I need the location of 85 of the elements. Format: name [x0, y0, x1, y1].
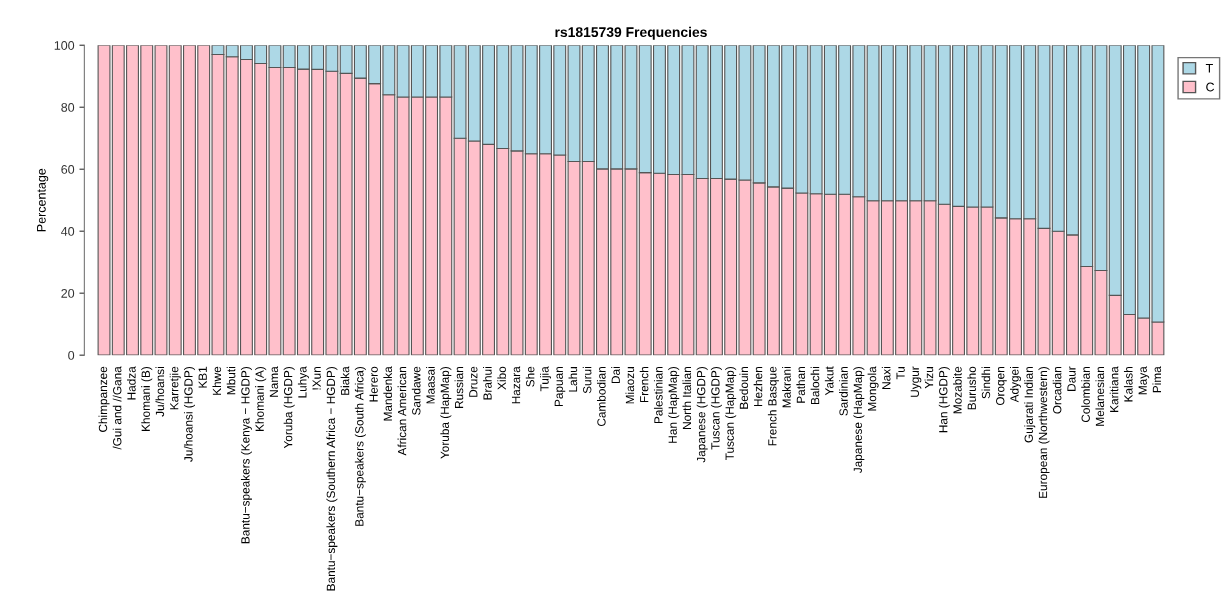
- x-tick-label: Mongola: [867, 366, 879, 411]
- x-tick-label: Tujia: [540, 366, 552, 392]
- x-tick-label: Druze: [469, 366, 478, 397]
- x-tick-label: Surui: [582, 367, 592, 394]
- x-tick-label: /Gui and //Gana: [112, 366, 122, 450]
- x-tick-label: Chimpanzee: [98, 366, 110, 432]
- x-tick-label: Mozabite: [953, 366, 962, 414]
- x-tick-label: French Basque: [767, 366, 779, 446]
- x-tick-label: Nama: [269, 366, 279, 397]
- x-tick-label: Papuan: [554, 367, 566, 407]
- y-tick-label: 40: [61, 226, 75, 236]
- x-tick-label: Brahui: [483, 367, 492, 400]
- x-tick-label: Karretjie: [169, 366, 181, 410]
- x-tick-label: Tu: [896, 367, 905, 380]
- x-tick-label: Daur: [1067, 366, 1076, 391]
- x-tick-label: Makrani: [782, 367, 791, 408]
- y-tick-label: 80: [61, 103, 75, 112]
- x-tick-label: Xibo: [497, 366, 506, 390]
- x-tick-label: Hezhen: [753, 367, 763, 406]
- x-tick-label: Pima: [1152, 366, 1162, 393]
- x-tick-label: She: [525, 366, 535, 387]
- x-tick-label: Cambodian: [596, 367, 606, 427]
- x-tick-label: European (Northwestern): [1038, 367, 1050, 498]
- x-tick-label: Sindhi: [981, 367, 991, 399]
- x-tick-label: Yoruba (HGDP): [283, 367, 295, 449]
- x-tick-label: Balochi: [810, 367, 820, 405]
- x-tick-label: Sandawe: [411, 366, 421, 415]
- x-tick-label: Karitiana: [1109, 366, 1119, 412]
- x-tick-label: Miaozu: [625, 367, 635, 404]
- x-tick-label: Orcadian: [1052, 367, 1062, 414]
- x-tick-label: Burusho: [967, 366, 976, 410]
- x-tick-label: Ju/hoansi (HGDP): [183, 367, 195, 462]
- x-tick-label: Bantu−speakers (South Africa): [354, 367, 366, 526]
- x-tick-label: Hazara: [511, 366, 521, 404]
- x-tick-label: Mandenka: [383, 366, 393, 421]
- x-tick-label: North Italian: [682, 367, 692, 429]
- x-tick-label: Luhya: [297, 366, 309, 398]
- x-tick-label: Yoruba (HapMap): [440, 367, 452, 459]
- x-tick-label: Gujarati Indian: [1024, 367, 1036, 443]
- x-tick-label: Bantu−speakers (Southern Africa − HGDP): [326, 367, 338, 591]
- x-tick-label: Maasai: [426, 367, 435, 404]
- x-tick-label: Khomani (A): [255, 367, 267, 431]
- y-tick-label: 60: [61, 165, 75, 174]
- y-tick-label: 20: [61, 288, 75, 298]
- y-tick-label: 100: [54, 41, 75, 50]
- x-tick-label: Japanese (HapMap): [853, 367, 865, 474]
- legend-label: T: [1205, 63, 1213, 73]
- x-tick-label: Khomani (B): [141, 367, 153, 431]
- x-tick-label: Tuscan (HGDP): [710, 367, 722, 450]
- x-tick-label: Colombian: [1081, 367, 1090, 423]
- x-tick-label: Hadza: [127, 366, 136, 400]
- x-tick-label: !Xun: [312, 367, 321, 390]
- x-tick-label: Sardinian: [839, 367, 848, 416]
- y-tick-label: 0: [68, 350, 75, 360]
- x-tick-label: Yakut: [824, 366, 834, 396]
- x-tick-label: Kalash: [1123, 367, 1133, 402]
- x-tick-label: Han (HGDP): [938, 367, 950, 433]
- legend-label: C: [1206, 82, 1215, 92]
- x-tick-label: Ju/hoansi: [155, 367, 165, 417]
- x-tick-label: Maya: [1138, 366, 1150, 395]
- x-tick-label: Russian: [454, 367, 464, 408]
- x-tick-label: KB1: [198, 366, 207, 388]
- x-tick-label: Bedouin: [739, 367, 749, 409]
- y-axis-title: Percentage: [37, 168, 49, 232]
- x-tick-label: Bantu−speakers (Kenya − HGDP): [240, 367, 252, 544]
- x-tick-label: Naxi: [881, 367, 891, 389]
- x-tick-label: Lahu: [568, 367, 578, 392]
- x-tick-label: African American: [397, 367, 407, 456]
- x-tick-label: Tuscan (HapMap): [725, 367, 737, 461]
- x-tick-label: Pathan: [796, 367, 806, 403]
- x-tick-label: French: [639, 367, 649, 403]
- chart-title: rs1815739 Frequencies: [555, 26, 707, 40]
- x-tick-label: Khwe: [212, 366, 222, 395]
- x-tick-label: Palestinian: [653, 367, 663, 424]
- x-tick-label: Dai: [611, 367, 620, 384]
- x-tick-label: Han (HapMap): [668, 367, 680, 443]
- x-tick-label: Biaka: [340, 366, 350, 395]
- x-tick-label: Adygei: [1010, 367, 1022, 403]
- x-tick-label: Uygur: [910, 366, 922, 397]
- x-tick-label: Yizu: [924, 367, 934, 389]
- x-tick-label: Melanesian: [1095, 367, 1105, 426]
- x-tick-label: Japanese (HGDP): [696, 367, 708, 463]
- x-tick-label: Oroqen: [996, 367, 1007, 406]
- x-tick-label: Herero: [369, 366, 378, 402]
- x-tick-label: Mbuti: [226, 367, 236, 395]
